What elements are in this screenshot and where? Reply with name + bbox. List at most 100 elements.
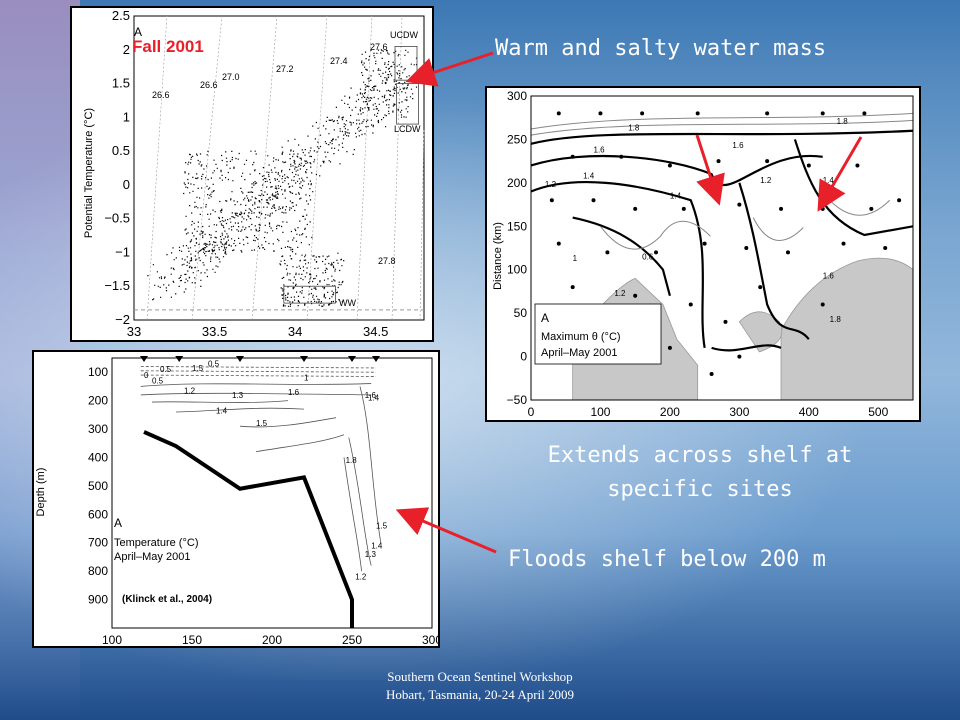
map-contour-3 [572, 216, 671, 297]
map-ytick-7: −50 [507, 393, 528, 407]
map-station-3 [695, 111, 700, 116]
map-station-9 [667, 163, 672, 168]
map-land-southeast [780, 257, 914, 401]
ts-isopycnal-0 [146, 15, 168, 321]
map-xtick-0: 0 [528, 405, 535, 419]
ts-isopycnal-6 [419, 127, 425, 321]
section-contour-7 [348, 437, 372, 566]
section-xtick-2: 200 [262, 633, 282, 646]
ts-isopycnal-label-6: 27.8 [378, 256, 396, 266]
map-contour-label-2: 1.6 [594, 145, 606, 154]
map-contour-label-8: 1.4 [670, 191, 682, 200]
ts-ytick-4: 0.5 [112, 143, 130, 158]
section-contour-6 [359, 386, 382, 543]
map-ylabel: Distance (km) [492, 222, 504, 290]
section-xtick-3: 250 [342, 633, 362, 646]
map-contour-label-3: 1.6 [732, 141, 744, 150]
ts-watermass-label-1: LCDW [394, 124, 421, 134]
map-contour-label-4: 1.4 [583, 172, 595, 181]
map-station-10 [716, 159, 721, 164]
map-station-32 [633, 293, 638, 298]
section-plot-frame [111, 357, 433, 629]
map-station-0 [556, 111, 561, 116]
map-ytick-1: 250 [507, 132, 527, 146]
map-station-2 [640, 111, 645, 116]
map-station-17 [681, 206, 686, 211]
map-station-38 [667, 345, 672, 350]
section-ylabel: Depth (m) [35, 468, 47, 517]
map-isobath-1 [530, 112, 914, 130]
map-station-8 [619, 154, 624, 159]
section-legend-line1: Temperature (°C) [114, 537, 198, 549]
ts-scatter-points [147, 49, 418, 307]
section-ytick-6: 700 [88, 536, 108, 550]
map-xtick-4: 400 [799, 405, 819, 419]
map-plot-frame [530, 95, 914, 401]
map-station-22 [897, 198, 902, 203]
bottom-profile-line [143, 430, 354, 628]
map-ytick-3: 150 [507, 219, 527, 233]
ts-ytick-6: −0.5 [104, 211, 130, 226]
map-station-5 [820, 111, 825, 116]
map-contour-5 [793, 139, 914, 237]
section-contour-label-3: 1.5 [192, 364, 204, 373]
map-legend-box [534, 303, 662, 365]
map-contour-label-13: 1.8 [830, 315, 842, 324]
section-xtick-0: 100 [102, 633, 122, 646]
caption-floods: Floods shelf below 200 m [508, 547, 826, 572]
section-contour-label-7: 1.3 [232, 391, 244, 400]
temperature-map-panel: 1.8 1.8 1.6 1.6 1.4 1.4 1.2 1.2 1.4 0.6 1 1.2 1.6 1.8… [485, 86, 921, 422]
map-legend-line1: Maximum θ (°C) [541, 331, 621, 343]
section-panel-letter: A [114, 516, 122, 530]
map-contour-label-1: 1.8 [837, 117, 849, 126]
map-station-18 [737, 202, 742, 207]
map-contour-label-9: 0.6 [642, 252, 654, 261]
ts-isopycnal-3 [306, 15, 328, 321]
ts-ytick-5: 0 [123, 177, 130, 192]
section-contour-label-17: 1.2 [355, 573, 367, 582]
map-legend-line2: April–May 2001 [541, 347, 617, 359]
map-contour-4 [738, 182, 810, 340]
section-contour-label-12: 1.8 [346, 456, 358, 465]
map-xtick-2: 200 [660, 405, 680, 419]
footer-line2: Hobart, Tasmania, 20-24 April 2009 [385, 687, 575, 702]
ts-season-label: Fall 2001 [132, 37, 204, 56]
section-contour-label-2: 0.5 [160, 365, 172, 374]
section-contour-label-4: 1 [304, 374, 309, 383]
map-contour-1 [530, 154, 823, 187]
ts-isopycnal-label-1: 26.6 [200, 80, 218, 90]
map-station-27 [744, 246, 749, 250]
section-xtick-1: 150 [182, 633, 202, 646]
ts-ytick-7: −1 [115, 244, 130, 259]
map-station-1 [598, 111, 603, 116]
ts-isopycnal-label-5: 27.6 [370, 42, 388, 52]
map-ytick-5: 50 [514, 306, 528, 320]
ts-ytick-3: 1 [123, 109, 130, 124]
caption-extends-line1: Extends across shelf at [547, 443, 853, 468]
ts-isopycnal-2 [251, 15, 278, 321]
section-ytick-5: 600 [88, 507, 108, 521]
section-contour-label-5: 0.5 [152, 377, 164, 386]
footer: Southern Ocean Sentinel Workshop Hobart,… [300, 668, 660, 704]
ts-xtick-3: 34.5 [363, 324, 388, 339]
section-ytick-0: 100 [88, 365, 108, 379]
ts-diagram-panel: 33 33.5 34 34.5 2.5 2 1.5 1 0.5 0 −0.5 −1 −1.5 −2 A F… [70, 6, 434, 342]
section-contour-label-9: 1.5 [256, 419, 268, 428]
ts-watermass-label-2: WW [339, 298, 356, 308]
map-station-25 [654, 250, 659, 255]
map-station-30 [883, 246, 888, 250]
map-station-15 [591, 198, 596, 203]
map-station-35 [758, 285, 763, 290]
section-station-1 [175, 356, 184, 362]
map-ytick-4: 100 [507, 263, 527, 277]
section-station-3 [300, 356, 308, 362]
ts-watermass-label-0: UCDW [390, 30, 418, 40]
section-contour-label-10: 1.6 [288, 388, 300, 397]
section-contour-label-14: 1.5 [376, 522, 388, 531]
ts-isopycnal-label-2: 27.0 [222, 72, 240, 82]
ts-ylabel: Potential Temperature (°C) [83, 108, 95, 238]
map-station-11 [765, 159, 770, 164]
section-contour-label-15: 1.4 [371, 541, 383, 550]
section-contour-label-8: 1.4 [216, 406, 228, 415]
map-xtick-3: 300 [729, 405, 749, 419]
